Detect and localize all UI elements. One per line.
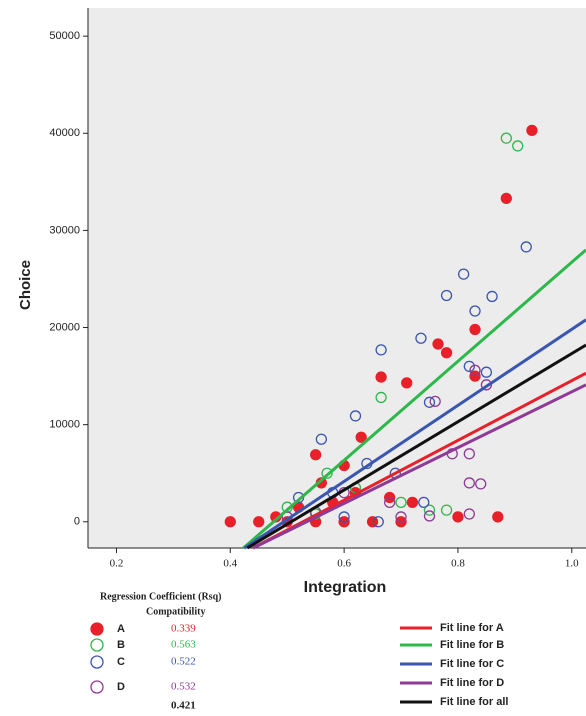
legend-rsq: 0.563 — [171, 639, 196, 651]
point — [253, 516, 265, 528]
point — [375, 391, 387, 404]
point — [415, 332, 427, 344]
point — [395, 511, 407, 523]
legend-label: Fit line for B — [440, 639, 504, 651]
point — [423, 396, 436, 408]
legend-rsq: 0.339 — [171, 623, 196, 635]
point — [406, 496, 419, 509]
fit-line — [243, 318, 586, 550]
legend-label: B — [117, 639, 125, 651]
point — [512, 140, 524, 152]
point — [423, 504, 436, 516]
x-tick-label: 0.8 — [451, 558, 465, 570]
legend-rsq: 0.522 — [171, 656, 196, 668]
fit-line — [242, 248, 586, 550]
point — [418, 496, 430, 509]
legend-rsq: 0.532 — [171, 681, 196, 693]
point — [452, 511, 464, 523]
point — [429, 395, 441, 407]
point — [486, 290, 498, 303]
point — [375, 344, 387, 356]
y-tick-label: 20000 — [49, 321, 80, 333]
point — [310, 449, 322, 461]
legend-subtitle: Compatibility — [146, 606, 205, 617]
point — [520, 241, 532, 253]
legend-label: A — [117, 623, 125, 635]
point — [480, 366, 493, 378]
point — [440, 504, 453, 516]
point — [383, 496, 396, 509]
point — [480, 379, 493, 391]
x-axis-label: Integration — [304, 579, 387, 596]
point — [463, 448, 475, 460]
point — [338, 511, 350, 523]
legend-label: Fit line for A — [440, 622, 504, 634]
point — [463, 360, 475, 373]
legend-marker — [90, 638, 104, 652]
legend-label: D — [117, 681, 125, 693]
point — [469, 305, 481, 317]
legend-label: C — [117, 656, 125, 668]
fit-line — [252, 383, 586, 550]
y-axis-label: Choice — [17, 260, 34, 310]
y-tick-label: 40000 — [49, 127, 80, 139]
fit-line — [246, 343, 586, 550]
point — [500, 192, 512, 205]
point — [526, 124, 538, 137]
y-tick-label: 10000 — [49, 419, 80, 431]
legend-marker — [90, 622, 104, 636]
point — [440, 347, 453, 359]
point — [463, 508, 475, 520]
point — [224, 516, 236, 528]
fit-line — [252, 371, 586, 550]
point — [349, 410, 362, 422]
point — [372, 516, 384, 528]
point — [500, 132, 512, 144]
y-tick-label: 50000 — [49, 30, 80, 42]
point — [395, 496, 407, 509]
legend-label: Fit line for C — [440, 658, 504, 670]
point — [401, 377, 413, 389]
y-tick-label: 0 — [74, 516, 80, 528]
point — [423, 510, 436, 522]
legend-label: Fit line for D — [440, 677, 504, 689]
x-tick-label: 1.0 — [565, 558, 579, 570]
point — [321, 467, 333, 479]
point — [492, 511, 504, 523]
point — [432, 338, 444, 350]
legend-marker — [90, 680, 104, 694]
x-tick-label: 0.6 — [337, 558, 351, 570]
point — [375, 371, 387, 383]
legend-marker — [90, 655, 104, 669]
y-tick-label: 30000 — [49, 224, 80, 236]
legend-title: Regression Coefficient (Rsq) — [100, 591, 221, 602]
point — [469, 370, 481, 382]
point — [366, 516, 379, 528]
x-tick-label: 0.4 — [223, 558, 237, 570]
x-tick-label: 0.2 — [110, 558, 124, 570]
plot-area — [88, 8, 586, 548]
point — [315, 433, 327, 445]
point — [457, 268, 470, 280]
point — [355, 431, 367, 443]
point — [469, 364, 481, 376]
point — [475, 478, 487, 490]
legend-label: Fit line for all — [440, 696, 508, 708]
point — [463, 477, 475, 489]
legend-rsq: 0.421 — [171, 700, 196, 712]
point — [469, 323, 481, 336]
point — [440, 289, 453, 302]
